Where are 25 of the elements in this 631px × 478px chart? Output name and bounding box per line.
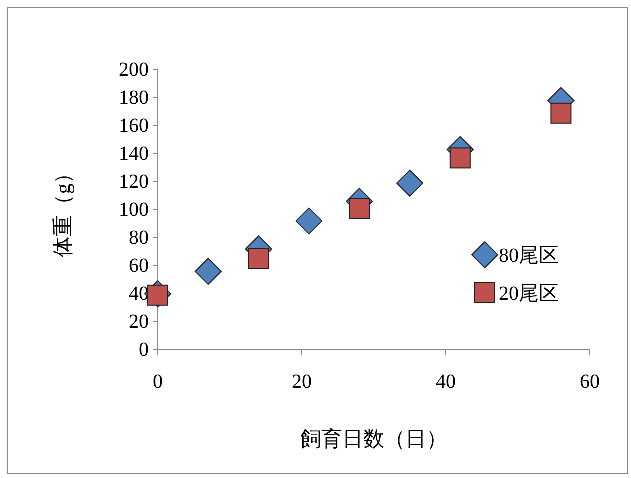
point xyxy=(349,198,370,220)
y-tick-label: 0 xyxy=(139,339,149,361)
y-tick-label: 140 xyxy=(119,143,149,165)
y-tick-label: 20 xyxy=(129,311,149,333)
y-axis-title: 体重（g） xyxy=(51,162,75,258)
point xyxy=(248,248,270,270)
y-tick-label: 200 xyxy=(119,59,149,81)
y-tick-label: 60 xyxy=(129,255,149,277)
point xyxy=(450,148,471,169)
y-tick-label: 160 xyxy=(119,115,149,137)
point xyxy=(194,258,222,286)
point xyxy=(296,208,323,235)
y-tick-label: 180 xyxy=(119,87,149,109)
legend-label: 20尾区 xyxy=(499,283,559,305)
x-tick-label: 40 xyxy=(436,371,456,393)
x-axis-title: 飼育日数（日） xyxy=(300,427,448,451)
x-tick-label: 0 xyxy=(153,371,163,393)
point xyxy=(396,170,424,197)
y-tick-label: 100 xyxy=(119,199,149,221)
y-tick-label: 120 xyxy=(119,171,149,193)
legend-label: 80尾区 xyxy=(499,245,559,267)
point xyxy=(550,102,572,124)
y-tick-label: 80 xyxy=(129,227,149,249)
x-tick-label: 20 xyxy=(292,371,312,393)
x-tick-label: 60 xyxy=(580,371,600,393)
